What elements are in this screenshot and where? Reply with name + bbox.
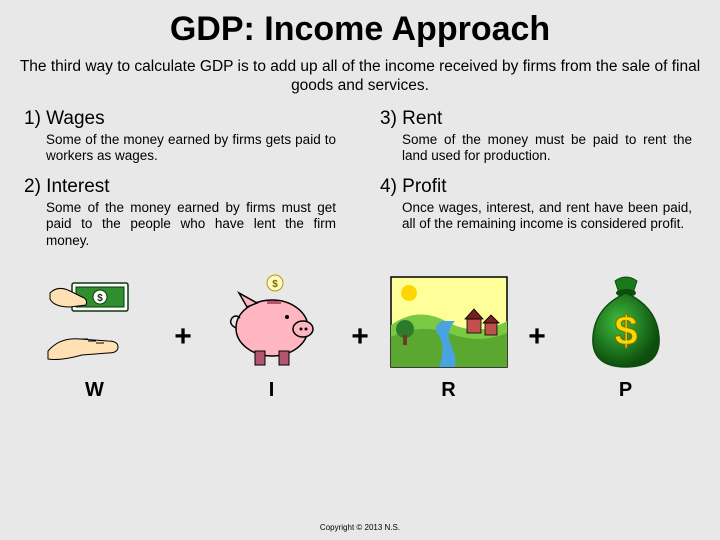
svg-text:$: $ — [614, 307, 637, 354]
left-column: 1) Wages Some of the money earned by fir… — [24, 108, 340, 261]
letter-p: P — [619, 379, 632, 402]
wages-body: Some of the money earned by firms gets p… — [24, 132, 340, 164]
profit-cell: $ P — [551, 273, 700, 402]
profit-heading: 4) Profit — [380, 176, 696, 198]
interest-body: Some of the money earned by firms must g… — [24, 200, 340, 249]
wages-heading: 1) Wages — [24, 108, 340, 130]
content-columns: 1) Wages Some of the money earned by fir… — [0, 108, 720, 261]
profit-body: Once wages, interest, and rent have been… — [380, 200, 696, 232]
svg-text:$: $ — [97, 293, 103, 304]
wages-cell: $ W — [20, 273, 169, 402]
svg-text:$: $ — [272, 279, 278, 290]
land-icon — [389, 275, 509, 370]
formula-row: $ W + $ — [0, 267, 720, 402]
plus-3: + — [523, 320, 551, 354]
copyright: Copyright © 2013 N.S. — [0, 523, 720, 532]
letter-w: W — [85, 379, 104, 402]
piggy-bank-icon: $ — [217, 273, 327, 373]
wages-icon: $ — [40, 273, 150, 373]
subtitle: The third way to calculate GDP is to add… — [0, 57, 720, 108]
plus-1: + — [169, 320, 197, 354]
right-column: 3) Rent Some of the money must be paid t… — [380, 108, 696, 261]
money-bag-icon: $ — [581, 273, 671, 373]
letter-r: R — [441, 379, 455, 402]
letter-i: I — [269, 379, 275, 402]
interest-heading: 2) Interest — [24, 176, 340, 198]
plus-2: + — [346, 320, 374, 354]
interest-cell: $ I — [197, 273, 346, 402]
page-title: GDP: Income Approach — [0, 0, 720, 57]
rent-heading: 3) Rent — [380, 108, 696, 130]
rent-body: Some of the money must be paid to rent t… — [380, 132, 696, 164]
rent-cell: R — [374, 273, 523, 402]
